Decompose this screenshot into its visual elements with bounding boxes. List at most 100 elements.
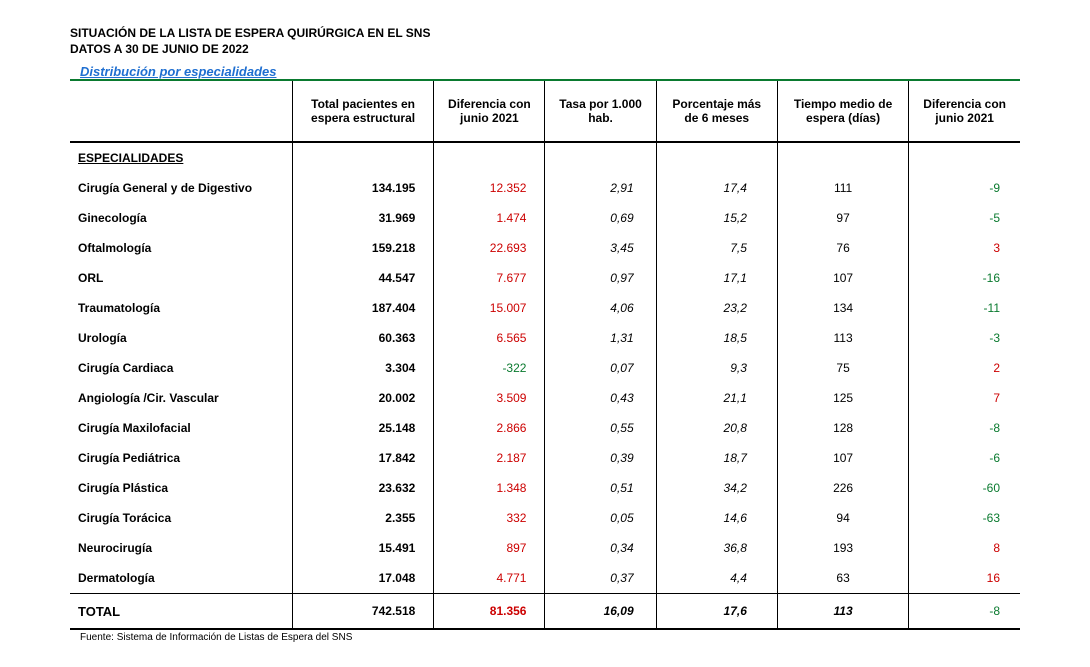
total-tasa: 16,09 <box>545 594 656 630</box>
cell-diff1: 2.866 <box>434 413 545 443</box>
table-row: Cirugía Torácica2.3553320,0514,694-63 <box>70 503 1020 533</box>
specialties-table: Total pacientes en espera estructural Di… <box>70 79 1020 630</box>
col-header-pct: Porcentaje más de 6 meses <box>656 80 777 142</box>
cell-diff2: -60 <box>909 473 1020 503</box>
total-label: TOTAL <box>70 594 292 630</box>
cell-tm: 226 <box>777 473 908 503</box>
cell-tm: 107 <box>777 443 908 473</box>
report-title-1: SITUACIÓN DE LA LISTA DE ESPERA QUIRÚRGI… <box>70 26 1020 40</box>
cell-name: Dermatología <box>70 563 292 594</box>
cell-tasa: 1,31 <box>545 323 656 353</box>
table-row: Traumatología187.40415.0074,0623,2134-11 <box>70 293 1020 323</box>
table-row: Oftalmología159.21822.6933,457,5763 <box>70 233 1020 263</box>
cell-tasa: 0,43 <box>545 383 656 413</box>
cell-pct: 23,2 <box>656 293 777 323</box>
col-header-name <box>70 80 292 142</box>
cell-diff1: 15.007 <box>434 293 545 323</box>
cell-pct: 4,4 <box>656 563 777 594</box>
cell-tm: 134 <box>777 293 908 323</box>
table-row: ORL44.5477.6770,9717,1107-16 <box>70 263 1020 293</box>
cell-total: 159.218 <box>292 233 433 263</box>
cell-diff1: 4.771 <box>434 563 545 594</box>
cell-tm: 63 <box>777 563 908 594</box>
cell-tasa: 0,51 <box>545 473 656 503</box>
section-label: ESPECIALIDADES <box>70 142 292 173</box>
cell-name: Urología <box>70 323 292 353</box>
cell-tm: 75 <box>777 353 908 383</box>
cell-name: Oftalmología <box>70 233 292 263</box>
cell-diff2: -9 <box>909 173 1020 203</box>
cell-tm: 193 <box>777 533 908 563</box>
cell-pct: 14,6 <box>656 503 777 533</box>
cell-diff2: 3 <box>909 233 1020 263</box>
col-header-diff2: Diferencia con junio 2021 <box>909 80 1020 142</box>
cell-diff1: 332 <box>434 503 545 533</box>
cell-diff2: -3 <box>909 323 1020 353</box>
cell-tm: 113 <box>777 323 908 353</box>
cell-diff1: 3.509 <box>434 383 545 413</box>
table-row: Cirugía Plástica23.6321.3480,5134,2226-6… <box>70 473 1020 503</box>
cell-name: Traumatología <box>70 293 292 323</box>
cell-diff2: -6 <box>909 443 1020 473</box>
total-tm: 113 <box>777 594 908 630</box>
cell-name: Ginecología <box>70 203 292 233</box>
table-body: ESPECIALIDADES Cirugía General y de Dige… <box>70 142 1020 594</box>
cell-tasa: 0,05 <box>545 503 656 533</box>
cell-diff1: 12.352 <box>434 173 545 203</box>
cell-name: Cirugía General y de Digestivo <box>70 173 292 203</box>
cell-pct: 20,8 <box>656 413 777 443</box>
table-row: Ginecología31.9691.4740,6915,297-5 <box>70 203 1020 233</box>
cell-diff1: 6.565 <box>434 323 545 353</box>
cell-tm: 125 <box>777 383 908 413</box>
cell-pct: 17,1 <box>656 263 777 293</box>
cell-tm: 107 <box>777 263 908 293</box>
total-row: TOTAL 742.518 81.356 16,09 17,6 113 -8 <box>70 594 1020 630</box>
total-pct: 17,6 <box>656 594 777 630</box>
cell-diff1: 22.693 <box>434 233 545 263</box>
cell-tasa: 3,45 <box>545 233 656 263</box>
table-row: Cirugía Maxilofacial25.1482.8660,5520,81… <box>70 413 1020 443</box>
cell-tasa: 0,34 <box>545 533 656 563</box>
cell-pct: 7,5 <box>656 233 777 263</box>
report-title-2: DATOS A 30 DE JUNIO DE 2022 <box>70 42 1020 56</box>
cell-diff2: 7 <box>909 383 1020 413</box>
section-label-row: ESPECIALIDADES <box>70 142 1020 173</box>
report-subtitle: Distribución por especialidades <box>70 64 1020 79</box>
cell-total: 17.842 <box>292 443 433 473</box>
cell-name: Cirugía Plástica <box>70 473 292 503</box>
cell-diff2: -63 <box>909 503 1020 533</box>
cell-tasa: 0,37 <box>545 563 656 594</box>
cell-tasa: 0,69 <box>545 203 656 233</box>
cell-diff2: -8 <box>909 413 1020 443</box>
cell-pct: 34,2 <box>656 473 777 503</box>
cell-tm: 111 <box>777 173 908 203</box>
cell-tasa: 0,07 <box>545 353 656 383</box>
cell-diff1: 7.677 <box>434 263 545 293</box>
table-row: Cirugía Cardiaca3.304-3220,079,3752 <box>70 353 1020 383</box>
cell-diff2: -11 <box>909 293 1020 323</box>
total-total: 742.518 <box>292 594 433 630</box>
col-header-tm: Tiempo medio de espera (días) <box>777 80 908 142</box>
cell-tm: 128 <box>777 413 908 443</box>
cell-total: 17.048 <box>292 563 433 594</box>
cell-diff1: 2.187 <box>434 443 545 473</box>
cell-total: 20.002 <box>292 383 433 413</box>
cell-diff2: 8 <box>909 533 1020 563</box>
col-header-diff1: Diferencia con junio 2021 <box>434 80 545 142</box>
table-row: Angiología /Cir. Vascular20.0023.5090,43… <box>70 383 1020 413</box>
table-row: Urología60.3636.5651,3118,5113-3 <box>70 323 1020 353</box>
cell-pct: 18,7 <box>656 443 777 473</box>
total-diff2: -8 <box>909 594 1020 630</box>
cell-pct: 36,8 <box>656 533 777 563</box>
cell-diff2: 16 <box>909 563 1020 594</box>
cell-total: 3.304 <box>292 353 433 383</box>
cell-tasa: 0,55 <box>545 413 656 443</box>
table-row: Dermatología17.0484.7710,374,46316 <box>70 563 1020 594</box>
table-row: Cirugía General y de Digestivo134.19512.… <box>70 173 1020 203</box>
cell-tasa: 2,91 <box>545 173 656 203</box>
cell-diff1: 1.474 <box>434 203 545 233</box>
total-diff1: 81.356 <box>434 594 545 630</box>
cell-diff1: -322 <box>434 353 545 383</box>
table-row: Cirugía Pediátrica17.8422.1870,3918,7107… <box>70 443 1020 473</box>
cell-total: 31.969 <box>292 203 433 233</box>
